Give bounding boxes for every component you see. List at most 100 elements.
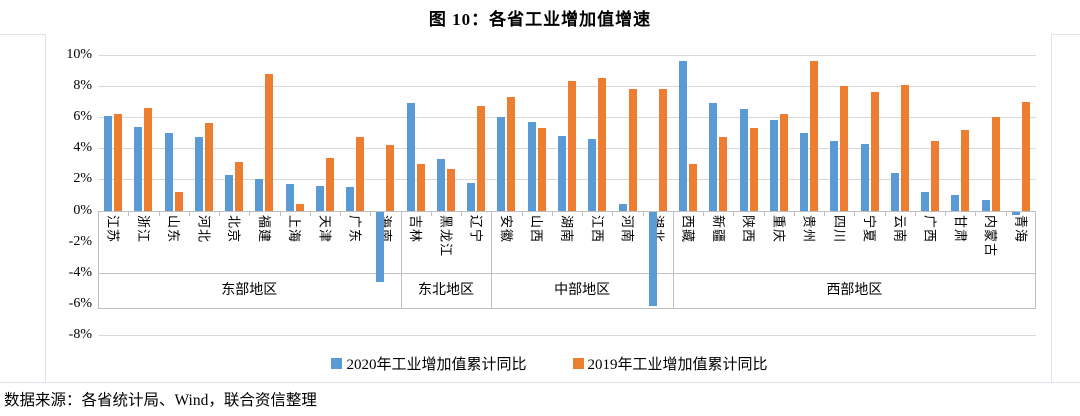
axis-tick <box>975 210 977 216</box>
x-axis-label: 福建 <box>256 214 272 243</box>
bar-2020 <box>679 61 688 211</box>
axis-tick <box>914 210 916 216</box>
bar-2020 <box>648 211 657 307</box>
x-axis-label: 上海 <box>287 214 303 243</box>
axis-tick <box>188 210 190 216</box>
bar-2020 <box>225 174 234 211</box>
x-axis-label-cell: 青海 <box>1006 212 1036 273</box>
axis-tick <box>400 210 402 216</box>
bar-2020 <box>921 191 930 211</box>
x-axis-label-cell: 甘肃 <box>945 212 975 273</box>
x-axis-label: 北京 <box>226 214 242 243</box>
x-axis-label: 江苏 <box>105 214 121 243</box>
x-axis-label: 重庆 <box>771 214 787 243</box>
x-axis-line <box>98 210 1036 212</box>
bar-2020 <box>860 143 869 211</box>
bar-2020 <box>739 109 748 211</box>
legend-item-2019: 2019年工业增加值累计同比 <box>572 353 768 374</box>
bar-2020 <box>376 211 385 282</box>
x-axis-label-cell: 吉林 <box>401 212 431 273</box>
chart-area: 10% 8% 6% 4% 2% 0% -2% -4% -6% -8% 江苏 浙江 山东 河北 北京 福建 上海… <box>45 34 1052 382</box>
bar-2020 <box>164 132 173 211</box>
x-axis-label-cell: 黑龙江 <box>431 212 461 273</box>
bar-2019 <box>628 89 637 211</box>
axis-tick <box>642 210 644 216</box>
x-axis-label-cell: 湖南 <box>552 212 582 273</box>
legend-label-2019: 2019年工业增加值累计同比 <box>587 357 768 373</box>
bar-2019 <box>174 191 183 211</box>
x-axis-label-cell: 安徽 <box>491 212 521 273</box>
x-axis-label-cell: 广东 <box>340 212 370 273</box>
axis-tick <box>854 210 856 216</box>
bar-2020 <box>467 182 476 211</box>
region-label: 中部地区 <box>554 282 611 298</box>
axis-tick <box>945 210 947 216</box>
bar-2020 <box>800 132 809 211</box>
bar-2019 <box>658 89 667 211</box>
x-axis-label: 陕西 <box>741 214 757 243</box>
x-axis-label-cell: 福建 <box>249 212 279 273</box>
bar-2019 <box>325 157 334 211</box>
y-tick-label: -8% <box>68 326 92 342</box>
legend-swatch-2019 <box>572 358 584 369</box>
bar-2019 <box>719 137 728 211</box>
bar-2019 <box>144 107 153 211</box>
axis-tick <box>340 210 342 216</box>
x-axis-label-cell: 新疆 <box>703 212 733 273</box>
bar-2019 <box>265 73 274 211</box>
bar-2020 <box>769 120 778 211</box>
x-axis-label: 河南 <box>620 214 635 243</box>
x-axis-label: 吉林 <box>408 214 424 243</box>
bar-2020 <box>981 199 990 211</box>
x-axis-label-cell: 山西 <box>522 212 552 273</box>
bottom-border-line <box>0 382 1080 383</box>
bar-2020 <box>285 184 294 211</box>
axis-tick <box>1005 210 1007 216</box>
axis-tick <box>793 210 795 216</box>
axis-tick <box>219 210 221 216</box>
x-axis-label-cell: 内蒙古 <box>975 212 1005 273</box>
axis-tick <box>461 210 463 216</box>
x-axis-label: 浙江 <box>135 214 151 243</box>
region-label: 东部地区 <box>221 282 278 298</box>
axis-tick <box>884 210 886 216</box>
bar-2020 <box>709 103 718 211</box>
x-axis-label: 广西 <box>922 214 938 243</box>
x-axis-label: 西藏 <box>680 214 696 243</box>
bar-2019 <box>961 129 970 211</box>
bar-2019 <box>204 123 213 211</box>
axis-tick <box>703 210 705 216</box>
x-axis-label-cell: 浙江 <box>128 212 158 273</box>
bar-2020 <box>315 185 324 211</box>
axis-tick <box>612 210 614 216</box>
bar-2019 <box>446 168 455 211</box>
gridline <box>98 334 1036 336</box>
bar-2019 <box>749 128 758 211</box>
gridline <box>98 148 1036 150</box>
region-divider <box>672 211 674 309</box>
x-axis-label-cell: 云南 <box>885 212 915 273</box>
x-axis-label-cell: 宁夏 <box>854 212 884 273</box>
region-label: 东北地区 <box>417 282 474 298</box>
x-axis-label-cell: 湖北 <box>643 212 673 273</box>
x-axis-label: 山西 <box>529 214 545 243</box>
axis-tick <box>430 210 432 216</box>
axis-tick <box>521 210 523 216</box>
x-axis-label: 云南 <box>892 214 908 243</box>
bar-2019 <box>356 137 365 211</box>
x-axis-label-cell: 贵州 <box>794 212 824 273</box>
x-axis-label: 青海 <box>1013 214 1029 243</box>
bar-2019 <box>779 114 788 211</box>
y-tick-label: -2% <box>68 233 92 249</box>
bar-2019 <box>114 114 123 211</box>
bar-2019 <box>810 61 819 211</box>
x-axis-label-cell: 上海 <box>280 212 310 273</box>
category-row-divider <box>98 272 1036 274</box>
axis-tick <box>370 210 372 216</box>
x-axis-label: 宁夏 <box>862 214 878 243</box>
axis-tick <box>249 210 251 216</box>
bar-2019 <box>235 162 244 211</box>
region-divider <box>491 211 493 309</box>
legend-label-2020: 2020年工业增加值累计同比 <box>346 357 527 373</box>
